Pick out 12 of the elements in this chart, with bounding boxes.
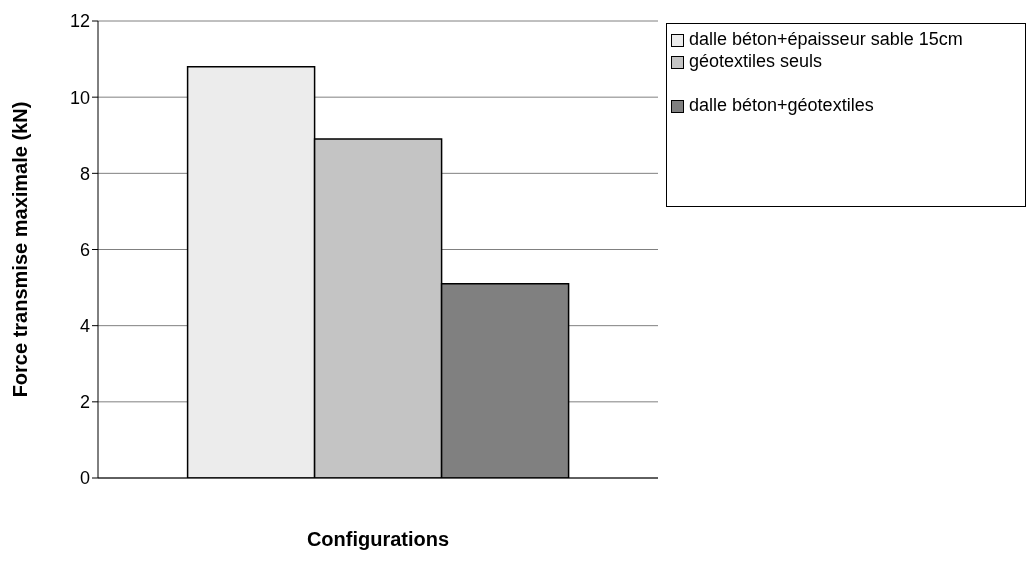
y-tick-label: 4 <box>79 316 90 337</box>
y-axis-title: Force transmise maximale (kN) <box>9 101 32 398</box>
legend-label: dalle béton+épaisseur sable 15cm <box>689 28 964 50</box>
y-tick-label: 0 <box>79 468 90 489</box>
y-tick-label: 6 <box>79 239 90 260</box>
legend-label: géotextiles seuls <box>689 50 824 72</box>
y-tick-label: 8 <box>79 163 90 184</box>
x-axis-title: Configurations <box>306 528 450 550</box>
y-tick-label: 2 <box>79 392 90 413</box>
y-tick-label: 10 <box>69 87 90 108</box>
legend-label: dalle béton+géotextiles <box>689 94 875 116</box>
y-tick-label: 12 <box>69 11 90 32</box>
